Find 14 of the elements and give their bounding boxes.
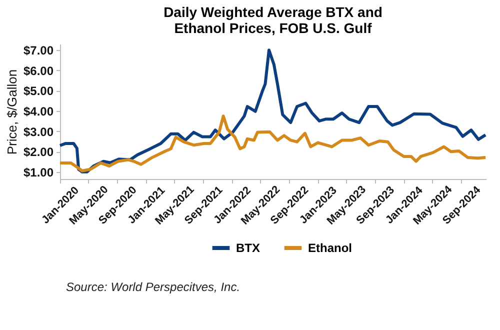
line-series <box>58 114 488 172</box>
y-axis-title: Price, $/Gallon <box>4 69 20 155</box>
chart-title: Daily Weighted Average BTX and Ethanol Prices, FOB U.S. Gulf <box>164 4 382 36</box>
legend-label: Ethanol <box>308 241 352 255</box>
y-tick-label: $7.00 <box>23 44 54 58</box>
y-tick-label: $2.00 <box>23 145 54 160</box>
y-tick-label: $4.00 <box>23 104 54 118</box>
y-tick-label: $5.00 <box>23 84 54 98</box>
y-tick-label: $1.00 <box>23 165 54 180</box>
y-tick-label: $3.00 <box>23 124 54 139</box>
y-tick-label: $6.00 <box>23 64 54 78</box>
legend-label: BTX <box>236 241 260 255</box>
source-note: Source: World Perspecitves, Inc. <box>66 280 240 294</box>
line-series <box>58 48 488 174</box>
